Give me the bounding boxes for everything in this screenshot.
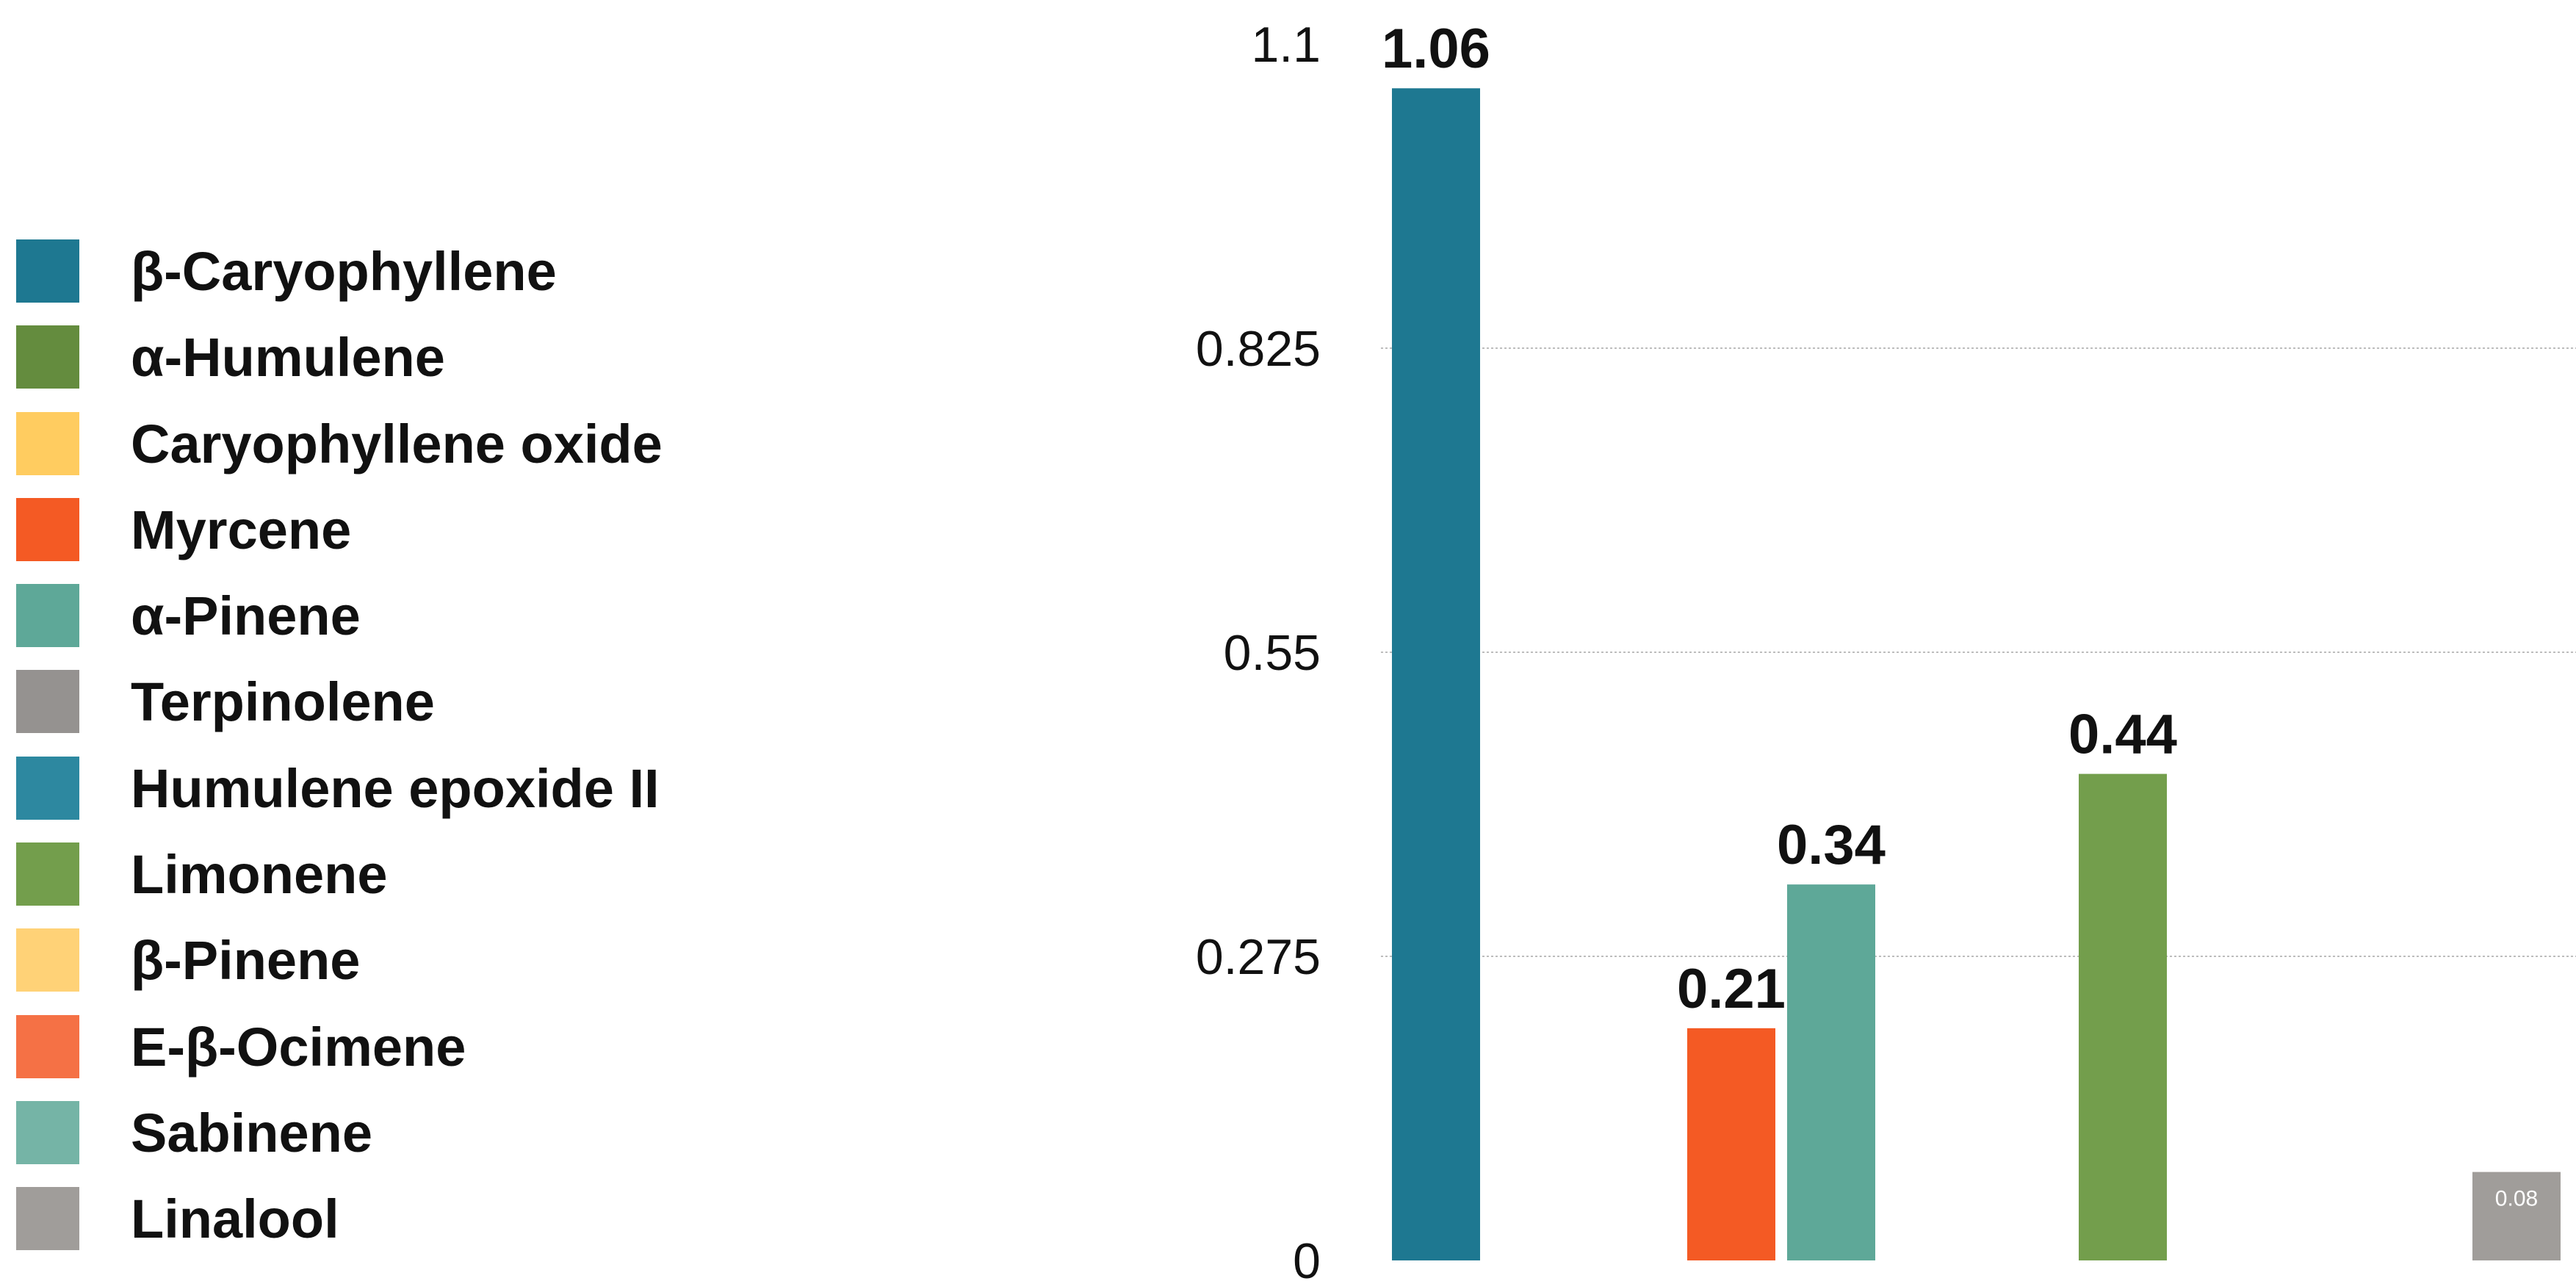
data-label: 1.06	[1382, 18, 1490, 80]
y-axis-ticks: 0 0.275 0.55 0.825 1.1	[1196, 17, 1321, 1281]
bar	[1787, 884, 1875, 1260]
legend-label: Caryophyllene oxide	[131, 413, 663, 474]
y-tick-label: 0	[1293, 1233, 1321, 1281]
legend-swatch	[16, 756, 79, 820]
bar	[1392, 88, 1480, 1261]
legend-swatch	[16, 1014, 79, 1078]
legend-item: α-Pinene	[16, 580, 765, 665]
legend: β-Caryophyllene α-Humulene Caryophyllene o…	[16, 235, 765, 1269]
y-tick-label: 0.55	[1224, 625, 1321, 681]
legend-label: Linalool	[131, 1188, 339, 1250]
legend-swatch	[16, 497, 79, 561]
legend-item: Terpinolene	[16, 665, 765, 751]
legend-label: Myrcene	[131, 499, 352, 560]
bar	[2079, 773, 2167, 1260]
legend-label: E-β-Ocimene	[131, 1016, 466, 1078]
legend-label: β-Pinene	[131, 930, 361, 992]
legend-item: Sabinene	[16, 1097, 765, 1183]
data-labels: 1.06 0.21 0.34 0.44 0.08	[1381, 17, 2539, 1211]
legend-item: E-β-Ocimene	[16, 1011, 765, 1097]
legend-item: Myrcene	[16, 494, 765, 580]
legend-label: β-Caryophyllene	[131, 241, 557, 302]
legend-label: α-Humulene	[131, 327, 445, 389]
legend-swatch	[16, 1187, 79, 1251]
legend-item: Limonene	[16, 838, 765, 924]
y-tick-label: 0.825	[1196, 321, 1321, 377]
bars	[1392, 88, 2561, 1261]
y-tick-label: 1.1	[1251, 17, 1321, 73]
legend-item: β-Caryophyllene	[16, 235, 765, 321]
legend-label: Sabinene	[131, 1102, 372, 1163]
legend-swatch	[16, 411, 79, 475]
legend-label: Terpinolene	[131, 671, 435, 733]
legend-item: Humulene epoxide II	[16, 752, 765, 838]
legend-label: α-Pinene	[131, 585, 361, 647]
legend-item: α-Humulene	[16, 321, 765, 407]
data-label: 0.08	[2495, 1187, 2538, 1211]
legend-swatch	[16, 842, 79, 906]
bar	[2472, 1172, 2561, 1260]
legend-swatch	[16, 325, 79, 389]
legend-item: Linalool	[16, 1183, 765, 1269]
data-label: 0.44	[2068, 704, 2177, 766]
gridlines	[1381, 347, 2576, 957]
data-label: 0.34	[1777, 814, 1886, 876]
legend-swatch	[16, 1100, 79, 1164]
legend-swatch	[16, 239, 79, 303]
legend-swatch	[16, 584, 79, 648]
legend-label: Limonene	[131, 844, 388, 906]
legend-swatch	[16, 928, 79, 992]
legend-item: β-Pinene	[16, 924, 765, 1010]
legend-item: Caryophyllene oxide	[16, 408, 765, 494]
data-label: 0.21	[1677, 958, 1786, 1020]
legend-label: Humulene epoxide II	[131, 757, 660, 819]
bar	[1687, 1028, 1775, 1260]
y-tick-label: 0.275	[1196, 929, 1321, 985]
legend-swatch	[16, 670, 79, 734]
